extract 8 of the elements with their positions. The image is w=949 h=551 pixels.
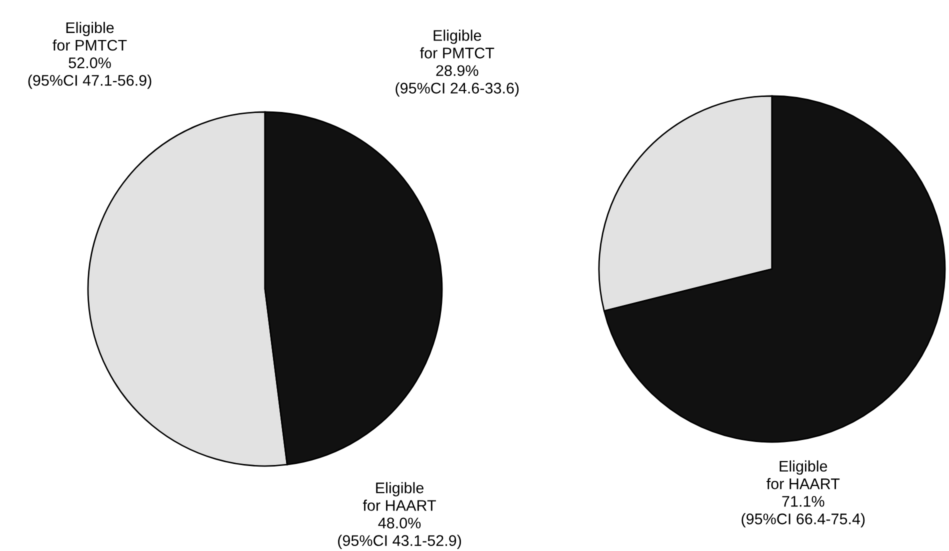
data-label: 28.9% (95%CI 24.6-33.6) [396, 65, 519, 97]
slice-label: Eligible for PMTCT [420, 30, 494, 58]
slice-label: Eligible for PMTCT [52, 22, 127, 51]
slice-label: Eligible for HAART [362, 482, 436, 511]
data-label: 48.0% (95%CI 43.1-52.9) [338, 518, 461, 550]
data-label: 71.1% (95%CI 66.4-75.4) [742, 496, 865, 528]
slice-label: Eligible for HAART [766, 460, 840, 490]
data-label: 52.0% (95%CI 47.1-56.9) [28, 57, 152, 89]
